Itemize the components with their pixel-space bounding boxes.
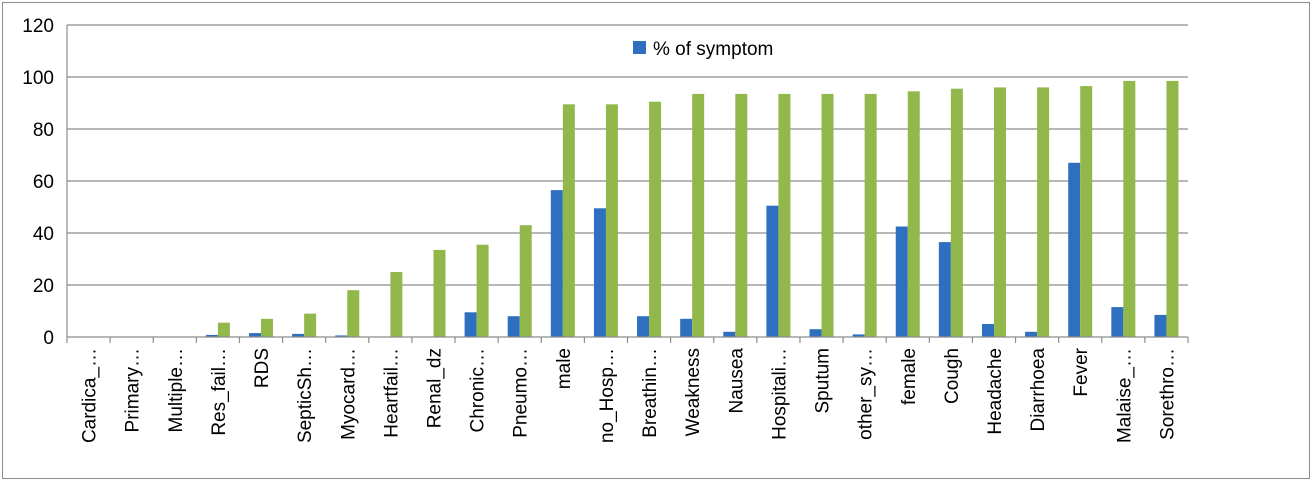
x-tick-label: Sputum <box>813 348 834 413</box>
x-tick-label: Renal_dz <box>424 348 445 428</box>
x-tick-label: Breathin… <box>640 348 661 438</box>
x-tick-label: Malaise_… <box>1114 348 1135 443</box>
green-bar <box>562 104 575 337</box>
x-tick-label: RDS <box>252 348 273 388</box>
blue-bar <box>593 208 606 337</box>
x-tick-label: Res_fail… <box>209 348 230 436</box>
y-tick-label: 0 <box>43 328 54 349</box>
green-bar <box>950 88 963 337</box>
green-bar <box>778 93 791 338</box>
axes <box>66 25 1189 343</box>
x-tick-label: no_Hosp… <box>597 348 618 443</box>
green-bar <box>821 93 834 338</box>
blue-bar <box>981 324 994 337</box>
y-tick-label: 40 <box>33 224 54 245</box>
x-tick-label: Weakness <box>683 348 704 436</box>
green-bar <box>347 290 360 337</box>
y-tick-label: 100 <box>22 68 54 89</box>
blue-bar <box>464 312 477 337</box>
blue-bar <box>895 226 908 337</box>
blue-bar <box>507 316 520 337</box>
blue-bar <box>938 242 951 337</box>
x-tick-label: Primary… <box>123 348 144 432</box>
blue-bar <box>205 334 218 337</box>
green-bar <box>1037 87 1050 338</box>
x-axis-tick-labels: Cardica_… Primary… Multiple… Res_fail… RDS Se… <box>80 347 1179 443</box>
green-bar <box>735 93 748 338</box>
x-tick-label: female <box>899 348 920 405</box>
green-bar <box>1166 80 1179 338</box>
legend-swatch <box>633 41 646 54</box>
green-bar <box>261 318 274 337</box>
x-tick-label: Nausea <box>726 348 747 414</box>
blue-bar <box>1154 314 1167 337</box>
x-tick-label: Chronic… <box>468 348 489 432</box>
x-tick-label: Pneumo… <box>511 348 532 438</box>
x-tick-label: other_sy… <box>856 348 877 440</box>
x-tick-label: Diarrhoea <box>1028 348 1049 432</box>
blue-bar <box>1111 307 1124 337</box>
green-bar <box>433 249 446 337</box>
x-tick-label: Cough <box>942 348 963 404</box>
blue-bar <box>680 318 693 337</box>
blue-bar <box>766 205 779 337</box>
x-tick-label: Multiple… <box>166 348 187 432</box>
legend: % of symptom <box>633 39 773 60</box>
blue-bar <box>292 333 305 337</box>
x-tick-label: Myocard… <box>338 348 359 440</box>
blue-bar <box>852 334 865 337</box>
blue-bar <box>550 190 563 337</box>
x-tick-label: Headache <box>985 348 1006 435</box>
x-tick-label: male <box>554 348 575 389</box>
green-bar <box>1123 80 1136 338</box>
blue-bar <box>637 316 650 337</box>
green-bar <box>605 104 618 337</box>
blue-bar <box>1025 331 1038 337</box>
green-bar <box>304 313 317 337</box>
green-bar <box>1080 86 1093 337</box>
blue-bar <box>1068 162 1081 337</box>
green-bar <box>907 91 920 337</box>
y-tick-label: 80 <box>33 120 54 141</box>
blue-bar <box>723 331 736 337</box>
bars <box>205 80 1179 338</box>
x-tick-label: Cardica_… <box>80 348 101 443</box>
blue-bar <box>809 329 822 337</box>
blue-bar <box>335 335 348 337</box>
green-bar <box>864 93 877 338</box>
x-tick-label: Fever <box>1071 347 1092 396</box>
green-bar <box>390 272 403 337</box>
blue-bar <box>249 333 262 337</box>
x-tick-label: SepticSh… <box>295 348 316 443</box>
legend-label: % of symptom <box>653 39 773 60</box>
x-tick-label: Heartfail… <box>381 348 402 438</box>
y-tick-label: 20 <box>33 276 54 297</box>
y-tick-label: 60 <box>33 172 54 193</box>
green-bar <box>476 244 489 337</box>
green-bar <box>692 93 705 338</box>
y-tick-label: 120 <box>22 16 54 37</box>
green-bar <box>993 87 1006 338</box>
y-axis-tick-labels: 0 20 40 60 80 100 120 <box>22 16 54 349</box>
x-tick-label: Sorethro… <box>1157 348 1178 440</box>
green-bar <box>649 101 662 337</box>
gridlines <box>67 24 1188 286</box>
x-tick-label: Hospitali… <box>769 348 790 440</box>
green-bar <box>217 322 230 337</box>
green-bar <box>519 225 532 337</box>
